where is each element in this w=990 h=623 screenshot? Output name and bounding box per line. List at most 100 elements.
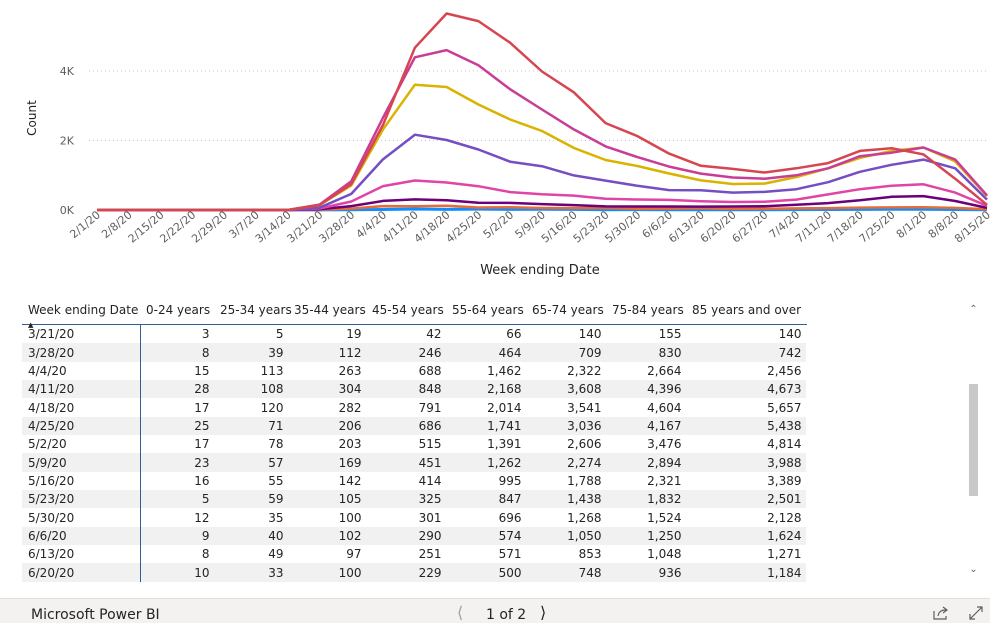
table-row: 5/30/20 12 35 100 301 696 1,268 1,524 2,128 bbox=[22, 508, 806, 527]
table-cell: 1,048 bbox=[647, 547, 682, 562]
column-header[interactable]: 75-84 years bbox=[606, 296, 686, 325]
table-cell: 325 bbox=[366, 490, 446, 509]
table-cell: 8 bbox=[201, 547, 210, 562]
table-cell: 19 bbox=[346, 327, 362, 342]
column-header[interactable]: 0-24 years bbox=[140, 296, 214, 325]
chevron-down-icon[interactable]: ⌄ bbox=[969, 564, 978, 575]
table-cell: 4,167 bbox=[606, 416, 686, 436]
table-cell: 1,262 bbox=[446, 453, 526, 472]
table-cell: 78 bbox=[268, 437, 284, 452]
column-header[interactable]: 45-54 years bbox=[366, 296, 446, 325]
table-cell: 853 bbox=[578, 547, 602, 562]
series-line-5[interactable] bbox=[97, 133, 988, 212]
column-header[interactable]: 85 years and over bbox=[686, 296, 806, 325]
y-tick-label: 2K bbox=[60, 135, 75, 148]
table-cell: 100 bbox=[288, 563, 366, 582]
table-cell: 500 bbox=[446, 563, 526, 582]
table-cell: 2,501 bbox=[686, 490, 806, 509]
table-cell: 108 bbox=[214, 380, 288, 399]
table-cell: 2,322 bbox=[567, 363, 602, 378]
table-cell: 791 bbox=[418, 400, 442, 415]
share-icon[interactable] bbox=[932, 605, 950, 621]
table-cell: 995 bbox=[498, 473, 522, 488]
table-cell: 6/13/20 bbox=[22, 545, 141, 564]
table-cell: 1,788 bbox=[567, 473, 602, 488]
table-row: 4/4/20 15 113 263 688 1,462 2,322 2,664 2,456 bbox=[22, 361, 806, 381]
table-cell: 33 bbox=[214, 563, 288, 582]
table-cell: 3/28/20 bbox=[22, 343, 141, 362]
table-cell: 1,832 bbox=[606, 490, 686, 509]
table-cell: 15 bbox=[194, 363, 210, 378]
table-row: 5/2/20 17 78 203 515 1,391 2,606 3,476 4,814 bbox=[22, 435, 806, 454]
table-cell: 97 bbox=[346, 547, 362, 562]
column-header[interactable]: 25-34 years bbox=[214, 296, 292, 325]
table-cell: 35 bbox=[268, 510, 284, 525]
scrollbar-thumb[interactable] bbox=[969, 384, 978, 496]
column-header[interactable]: Week ending Date ▲ bbox=[22, 296, 140, 329]
table-cell: 848 bbox=[366, 380, 446, 399]
table-cell: 2,456 bbox=[767, 363, 802, 378]
table-cell: 140 bbox=[778, 327, 802, 342]
chevron-left-icon[interactable]: ⟨ bbox=[457, 603, 464, 622]
table-cell: 2,321 bbox=[647, 473, 682, 488]
column-header[interactable]: 55-64 years bbox=[446, 296, 526, 325]
table-cell: 39 bbox=[214, 343, 288, 362]
table-cell: 1,271 bbox=[767, 547, 802, 562]
y-tick-label: 4K bbox=[60, 65, 75, 78]
table-cell: 113 bbox=[260, 363, 284, 378]
table-cell: 2,664 bbox=[647, 363, 682, 378]
table-cell: 2,014 bbox=[487, 400, 522, 415]
table-cell: 112 bbox=[288, 343, 366, 362]
table-cell: 49 bbox=[268, 547, 284, 562]
table-cell: 4,604 bbox=[647, 400, 682, 415]
series-line-8[interactable] bbox=[97, 12, 988, 212]
x-tick-label: 5/2/20 bbox=[481, 208, 516, 241]
table-cell: 10 bbox=[140, 563, 214, 582]
table-cell: 936 bbox=[606, 563, 686, 582]
column-header[interactable]: 35-44 years bbox=[288, 296, 366, 325]
table-cell: 71 bbox=[214, 416, 288, 436]
table-cell: 1,268 bbox=[567, 510, 602, 525]
table-cell: 251 bbox=[418, 547, 442, 562]
chevron-up-icon[interactable]: ⌃ bbox=[969, 304, 978, 315]
column-header[interactable]: 65-74 years bbox=[526, 296, 606, 325]
table-header-row: Week ending Date ▲ 0-24 years 25-34 years 35… bbox=[22, 296, 806, 329]
table-cell: 5/23/20 bbox=[22, 490, 141, 509]
x-tick-label: 8/1/20 bbox=[894, 208, 929, 241]
series-line-4[interactable] bbox=[97, 179, 988, 212]
table-cell: 9 bbox=[140, 526, 214, 546]
table-row: 4/25/20 25 71 206 686 1,741 3,036 4,167 5,438 bbox=[22, 416, 806, 436]
chevron-right-icon[interactable]: ⟩ bbox=[540, 603, 547, 622]
table-cell: 5 bbox=[275, 327, 284, 342]
table-cell: 4/4/20 bbox=[22, 361, 141, 381]
page-indicator: 1 of 2 bbox=[486, 607, 527, 623]
table-cell: 4,814 bbox=[767, 437, 802, 452]
x-axis-title: Week ending Date bbox=[480, 263, 600, 278]
table-cell: 1,462 bbox=[487, 363, 522, 378]
table-cell: 571 bbox=[498, 547, 522, 562]
table-cell: 59 bbox=[214, 490, 288, 509]
table-cell: 304 bbox=[288, 380, 366, 399]
table-body: 3/21/20 3 5 19 42 66 140 155 140 3/28/20 8 39 112 246… bbox=[22, 324, 806, 582]
app-name: Microsoft Power BI bbox=[31, 607, 160, 623]
table-row: 6/13/20 8 49 97 251 571 853 1,048 1,271 bbox=[22, 545, 806, 564]
table-cell: 2,128 bbox=[767, 510, 802, 525]
table-row: 3/21/20 3 5 19 42 66 140 155 140 bbox=[22, 324, 806, 344]
table-cell: 16 bbox=[194, 473, 210, 488]
table-cell: 847 bbox=[446, 490, 526, 509]
table-row: 4/11/20 28 108 304 848 2,168 3,608 4,396 4,673 bbox=[22, 380, 806, 399]
fullscreen-icon[interactable] bbox=[968, 605, 984, 621]
table-cell: 464 bbox=[446, 343, 526, 362]
table-cell: 5/9/20 bbox=[22, 453, 141, 472]
table-row: 3/28/20 8 39 112 246 464 709 830 742 bbox=[22, 343, 806, 362]
table-row: 5/23/20 5 59 105 325 847 1,438 1,832 2,501 bbox=[22, 490, 806, 509]
table-cell: 574 bbox=[446, 526, 526, 546]
table-cell: 2,168 bbox=[446, 380, 526, 399]
y-axis-ticks: 0K 2K 4K bbox=[60, 65, 75, 217]
table-row: 5/9/20 23 57 169 451 1,262 2,274 2,894 3,988 bbox=[22, 453, 806, 472]
table-cell: 1,741 bbox=[446, 416, 526, 436]
table-scrollbar[interactable]: ⌃ ⌄ bbox=[965, 300, 982, 582]
table-cell: 2,274 bbox=[526, 453, 606, 472]
table-cell: 696 bbox=[498, 510, 522, 525]
table-cell: 3,036 bbox=[526, 416, 606, 436]
